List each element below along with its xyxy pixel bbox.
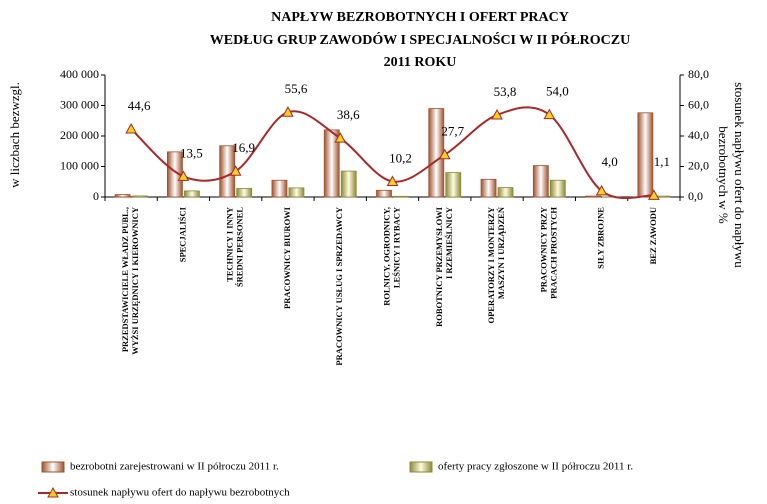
x-tick-label: SIŁY ZBROJNE bbox=[596, 207, 606, 269]
x-tick-label: PRACOWNICY PRZYPRACACH PROSTYCH bbox=[538, 207, 558, 299]
data-label: 38,6 bbox=[337, 107, 360, 122]
bar bbox=[114, 194, 131, 198]
data-label: 4,0 bbox=[601, 154, 617, 169]
y-tick-label: 100 000 bbox=[60, 158, 99, 172]
y2-tick-label: 0,0 bbox=[688, 189, 703, 203]
marker bbox=[386, 175, 399, 186]
data-label: 44,6 bbox=[128, 98, 151, 113]
legend-swatch bbox=[47, 486, 59, 498]
x-tick-label: ROBOTNICY PRZEMYSŁOWII RZEMIEŚLNICY bbox=[434, 206, 454, 327]
data-label: 16,9 bbox=[232, 140, 255, 155]
bar bbox=[393, 195, 409, 198]
x-tick-label: TECHNICY I INNYŚREDNI PERSONEL bbox=[225, 207, 245, 287]
y2-tick-label: 60,0 bbox=[688, 97, 709, 111]
bar bbox=[549, 179, 566, 198]
bar bbox=[323, 129, 340, 198]
legend-label: bezrobotni zarejestrowani w II półroczu … bbox=[70, 461, 279, 473]
marker bbox=[125, 122, 137, 134]
chart-title: 2011 ROKU bbox=[384, 55, 457, 70]
marker bbox=[648, 189, 660, 200]
marker bbox=[595, 184, 608, 196]
bar bbox=[445, 172, 462, 198]
x-tick-label: BEZ ZAWODU bbox=[648, 207, 658, 264]
bar bbox=[131, 195, 148, 198]
data-label: 53,8 bbox=[494, 84, 517, 99]
y-tick-label: 0 bbox=[93, 189, 99, 203]
chart-title: WEDŁUG GRUP ZAWODÓW I SPECJALNOŚCI W II … bbox=[210, 31, 630, 48]
bar bbox=[288, 187, 305, 198]
x-tick-label: SPECJALIŚCI bbox=[177, 206, 187, 262]
marker bbox=[229, 165, 242, 176]
bar bbox=[271, 179, 288, 198]
x-tick-label: PRACOWNICY USŁUG I SPRZEDAWCY bbox=[334, 207, 344, 366]
y2-tick-label: 20,0 bbox=[688, 158, 709, 172]
y-tick-label: 300 000 bbox=[60, 97, 99, 111]
x-tick-label: PRACOWNICY BIUROWI bbox=[282, 206, 292, 309]
data-label: 10,2 bbox=[389, 150, 412, 165]
chart-title: NAPŁYW BEZROBOTNYCH I OFERT PRACY bbox=[271, 10, 569, 25]
y2-axis-label: bezrobotnych w % bbox=[716, 126, 731, 224]
bar bbox=[497, 187, 514, 198]
marker bbox=[177, 170, 190, 181]
marker bbox=[438, 148, 451, 160]
y-tick-label: 400 000 bbox=[60, 67, 99, 81]
marker bbox=[334, 132, 347, 143]
marker bbox=[543, 108, 556, 120]
data-label: 55,6 bbox=[285, 81, 308, 96]
data-label: 13,5 bbox=[180, 145, 203, 160]
legend-label: oferty pracy zgłoszone w II półroczu 201… bbox=[438, 461, 633, 473]
y2-tick-label: 40,0 bbox=[688, 128, 709, 142]
legend-label: stosunek napływu ofert do napływu bezrob… bbox=[70, 487, 290, 499]
bar bbox=[236, 188, 253, 198]
x-tick-label: OPERATORZY I MONTERZYMASZYN I URZĄDZEŃ bbox=[486, 206, 506, 323]
bar bbox=[428, 108, 445, 198]
y-tick-label: 200 000 bbox=[60, 128, 99, 142]
y-axis-label: w liczbach bezwzgl. bbox=[7, 82, 22, 188]
legend-swatch bbox=[41, 461, 65, 473]
bar bbox=[585, 195, 601, 198]
data-label: 27,7 bbox=[441, 124, 464, 139]
bar bbox=[532, 165, 549, 198]
x-tick-label: ROLNICY, OGRODNICY,LEŚNICY I RYBACY bbox=[381, 207, 401, 306]
x-tick-label: PRZEDSTAWICIELE WŁADZ PUBL.,WYŻSI URZĘDN… bbox=[120, 207, 140, 355]
data-label: 54,0 bbox=[546, 84, 569, 99]
bar bbox=[376, 189, 392, 198]
bar bbox=[184, 190, 200, 198]
y2-axis-label: stosunek napływu ofert do napływu bbox=[732, 82, 747, 268]
data-label: 1,1 bbox=[654, 154, 670, 169]
bar bbox=[340, 170, 357, 198]
bar bbox=[480, 178, 497, 198]
y2-tick-label: 80,0 bbox=[688, 67, 709, 81]
marker bbox=[491, 108, 503, 120]
bar bbox=[637, 112, 654, 198]
legend-swatch bbox=[409, 461, 433, 473]
marker bbox=[282, 106, 294, 117]
